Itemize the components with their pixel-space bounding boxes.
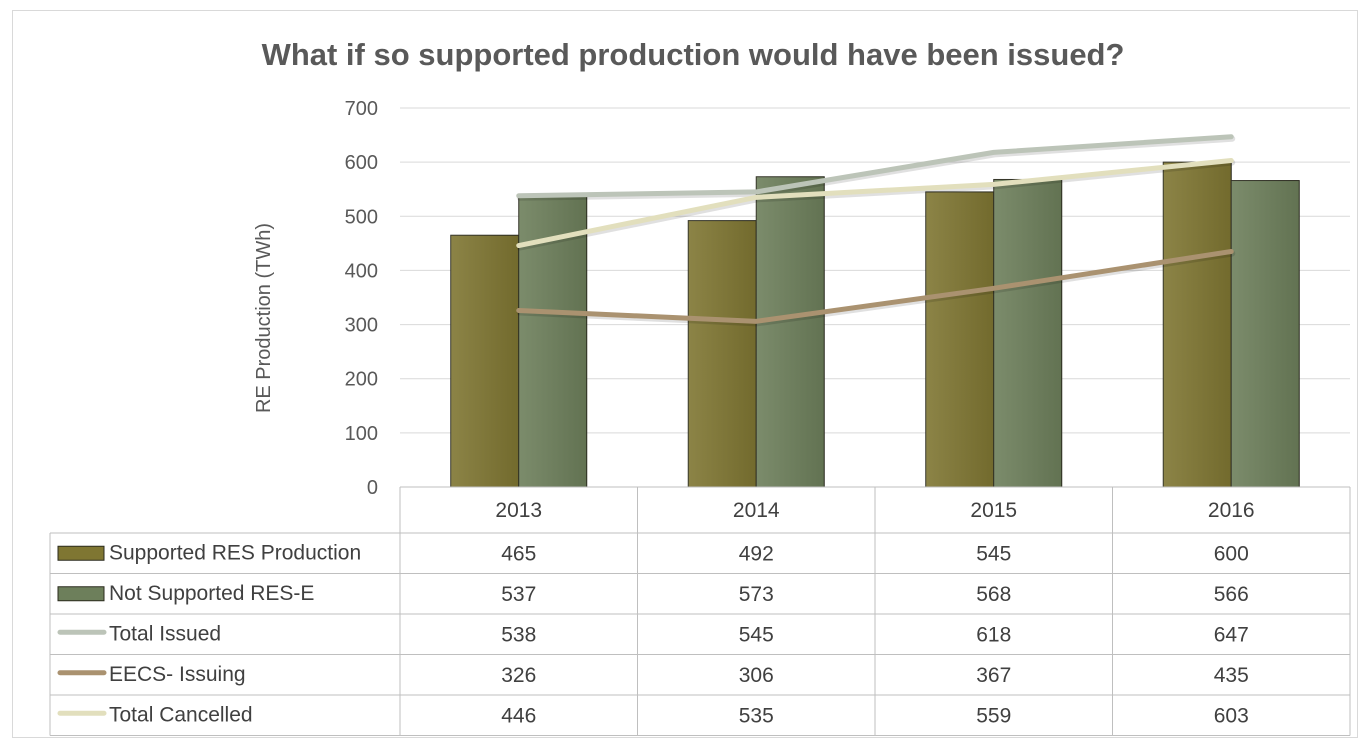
line-total-issued bbox=[516, 134, 1234, 199]
line-eecs-issuing bbox=[516, 248, 1234, 324]
x-category-label: 2014 bbox=[733, 499, 780, 522]
data-label: 568 bbox=[976, 583, 1011, 606]
bar-shading bbox=[450, 235, 519, 487]
y-tick-label: 200 bbox=[345, 369, 378, 391]
data-label: 603 bbox=[1214, 704, 1249, 727]
legend-label: Total Issued bbox=[109, 622, 221, 645]
bar-shading bbox=[925, 191, 994, 487]
y-tick-label: 0 bbox=[367, 477, 378, 499]
line-total-cancelled bbox=[516, 158, 1234, 249]
data-label: 573 bbox=[739, 583, 774, 606]
y-tick-label: 500 bbox=[345, 206, 378, 228]
y-tick-label: 600 bbox=[345, 152, 378, 174]
bar-shading bbox=[993, 179, 1062, 487]
series-lines bbox=[516, 134, 1236, 327]
chart-frame bbox=[12, 10, 1358, 738]
legend-label: EECS- Issuing bbox=[109, 663, 246, 686]
x-category-label: 2015 bbox=[970, 499, 1017, 522]
data-label: 435 bbox=[1214, 664, 1249, 687]
bar-shading bbox=[1163, 162, 1232, 487]
data-label: 559 bbox=[976, 704, 1011, 727]
bar-shading bbox=[756, 176, 825, 488]
data-label: 306 bbox=[739, 664, 774, 687]
bar-shading bbox=[1231, 180, 1300, 487]
data-label: 326 bbox=[501, 664, 536, 687]
legend-label: Supported RES Production bbox=[109, 541, 361, 564]
x-category-label: 2013 bbox=[495, 499, 542, 522]
y-tick-label: 400 bbox=[345, 260, 378, 282]
data-label: 545 bbox=[976, 542, 1011, 565]
data-label: 535 bbox=[739, 704, 774, 727]
data-label: 537 bbox=[501, 583, 536, 606]
chart-title: What if so supported production would ha… bbox=[262, 37, 1125, 72]
y-axis-ticks: 0 100 200 300 400 500 600 700 bbox=[345, 98, 378, 499]
data-label: 545 bbox=[739, 623, 774, 646]
legend-label: Not Supported RES-E bbox=[109, 582, 314, 605]
x-category-label: 2016 bbox=[1208, 499, 1255, 522]
legend-label: Total Cancelled bbox=[109, 703, 253, 726]
y-tick-label: 100 bbox=[345, 423, 378, 445]
legend-key bbox=[57, 545, 105, 561]
data-label: 566 bbox=[1214, 583, 1249, 606]
data-label: 538 bbox=[501, 623, 536, 646]
data-label: 647 bbox=[1214, 623, 1249, 646]
data-label: 367 bbox=[976, 664, 1011, 687]
data-label: 492 bbox=[739, 542, 774, 565]
y-tick-label: 300 bbox=[345, 315, 378, 337]
data-label: 465 bbox=[501, 542, 536, 565]
y-axis-label: RE Production (TWh) bbox=[253, 223, 275, 413]
bar-shading bbox=[688, 220, 757, 488]
data-label: 618 bbox=[976, 623, 1011, 646]
data-table: 2013 2014 2015 2016 Supported RES Production… bbox=[49, 486, 1351, 736]
line-shadow bbox=[516, 250, 1236, 327]
y-tick-label: 700 bbox=[345, 98, 378, 120]
data-label: 446 bbox=[501, 704, 536, 727]
legend-key bbox=[57, 586, 105, 602]
bars bbox=[450, 161, 1300, 488]
data-label: 600 bbox=[1214, 542, 1249, 565]
